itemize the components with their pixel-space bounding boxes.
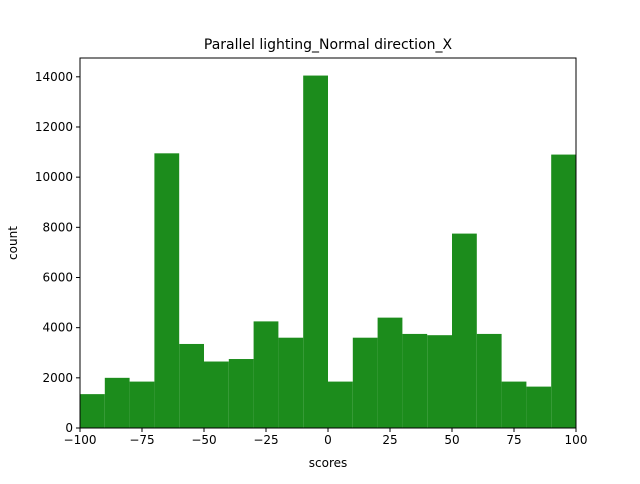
chart-title: Parallel lighting_Normal direction_X bbox=[204, 37, 453, 53]
y-tick-label: 10000 bbox=[35, 170, 73, 184]
y-axis-label: count bbox=[6, 226, 20, 260]
y-tick-label: 4000 bbox=[42, 321, 73, 335]
histogram-bar bbox=[352, 337, 378, 428]
x-tick-label: 75 bbox=[506, 433, 521, 447]
x-tick-label: −100 bbox=[64, 433, 97, 447]
histogram-bar bbox=[278, 337, 304, 428]
histogram-bar bbox=[402, 333, 428, 428]
histogram-bar bbox=[501, 381, 527, 428]
y-tick-label: 14000 bbox=[35, 70, 73, 84]
histogram-bar bbox=[80, 394, 105, 428]
x-tick-label: 50 bbox=[444, 433, 459, 447]
x-tick-label: 25 bbox=[382, 433, 397, 447]
y-axis-ticks: 0 2000 4000 6000 8000 10000 12000 14000 bbox=[35, 70, 80, 435]
histogram-bar bbox=[253, 321, 279, 428]
x-tick-label: 0 bbox=[324, 433, 332, 447]
histogram-bar bbox=[551, 154, 576, 428]
y-tick-label: 6000 bbox=[42, 270, 73, 284]
x-axis-ticks: −100 −75 −50 −25 0 25 50 75 100 bbox=[64, 428, 588, 447]
histogram-bar bbox=[129, 381, 155, 428]
histogram-bar bbox=[427, 335, 452, 428]
y-tick-label: 2000 bbox=[42, 371, 73, 385]
y-tick-label: 12000 bbox=[35, 120, 73, 134]
histogram-bar bbox=[377, 317, 403, 428]
x-tick-label: −25 bbox=[253, 433, 278, 447]
x-axis-label: scores bbox=[309, 456, 348, 470]
x-tick-label: −75 bbox=[129, 433, 154, 447]
histogram-bar bbox=[179, 343, 204, 428]
histogram-bar bbox=[104, 377, 130, 428]
bars-layer bbox=[80, 75, 576, 429]
histogram-bar bbox=[228, 359, 254, 428]
x-tick-label: −50 bbox=[191, 433, 216, 447]
histogram-bar bbox=[452, 233, 477, 428]
histogram-bar bbox=[204, 361, 229, 428]
histogram-bar bbox=[303, 75, 328, 428]
x-tick-label: 100 bbox=[565, 433, 588, 447]
histogram-bar bbox=[476, 333, 502, 428]
y-tick-label: 8000 bbox=[42, 220, 73, 234]
y-tick-label: 0 bbox=[65, 421, 73, 435]
histogram-bar bbox=[526, 386, 552, 428]
histogram-bar bbox=[328, 381, 353, 428]
histogram-bar bbox=[154, 153, 180, 429]
